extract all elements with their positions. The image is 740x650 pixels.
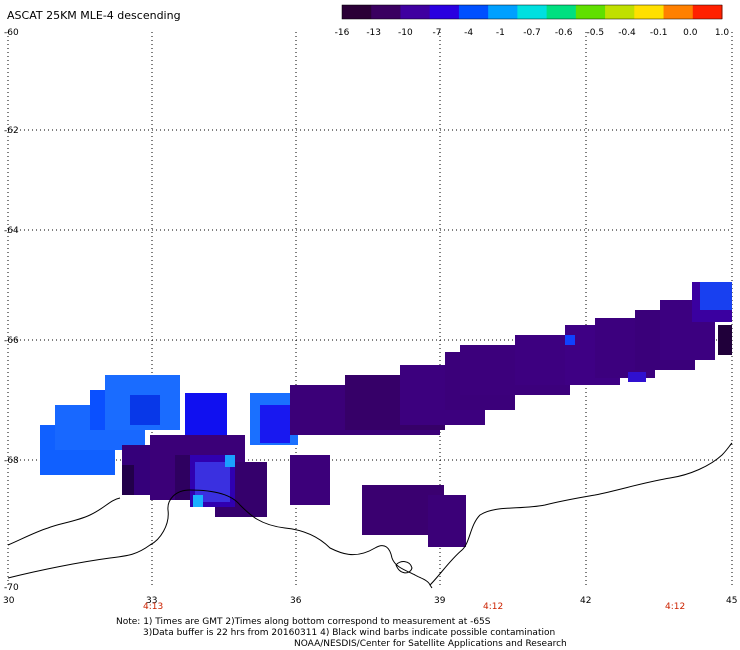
lon-label: 30 (3, 596, 15, 606)
colorbar-label: -16 (335, 28, 350, 38)
colorbar-label: 0.0 (683, 28, 698, 38)
colorbar-segment (546, 5, 577, 19)
colorbar-label: -0.7 (523, 28, 541, 38)
note-line-2: 3)Data buffer is 22 hrs from 20160311 4)… (143, 628, 556, 638)
lon-label: 33 (146, 596, 157, 606)
colorbar-segment (371, 5, 401, 19)
colorbar-label: 1.0 (715, 28, 730, 38)
note-line-3: NOAA/NESDIS/Center for Satellite Applica… (294, 639, 567, 649)
colorbar-segment (488, 5, 518, 19)
colorbar-segment (429, 5, 460, 19)
coastline-island (395, 561, 413, 574)
lat-labels: -60 -62 -64 -66 -68 -70 (4, 28, 19, 593)
colorbar-segment (575, 5, 606, 19)
colorbar-label: -10 (398, 28, 413, 38)
colorbar-label: -0.6 (555, 28, 573, 38)
colorbar-segment (692, 5, 723, 19)
colorbar-label: -1 (496, 28, 505, 38)
colorbar-segment (634, 5, 665, 19)
lat-label: -66 (4, 336, 19, 346)
lat-label: -62 (4, 126, 19, 136)
lon-label: 36 (290, 596, 302, 606)
colorbar-label: -13 (366, 28, 381, 38)
note-line-1: Note: 1) Times are GMT 2)Times along bot… (116, 617, 491, 627)
coastline-left (7, 497, 121, 546)
time-label: 4:12 (665, 602, 685, 612)
colorbar-segment (605, 5, 635, 19)
colorbar-label: -7 (433, 28, 442, 38)
colorbar-segment (400, 5, 431, 19)
colorbar-segment (663, 5, 694, 19)
colorbar-label: -4 (464, 28, 473, 38)
time-label: 4:13 (143, 602, 163, 612)
colorbar-frame (341, 4, 723, 20)
lat-label: -68 (4, 456, 19, 466)
colorbar-segment (342, 5, 372, 19)
wind-data-swath (40, 282, 732, 547)
colorbar: -16 -13 -10 -7 -4 -1 -0.7 -0.6 -0.5 -0.4 -0.1 0.0 1.… (335, 4, 730, 38)
lon-label: 45 (726, 596, 737, 606)
coastline (7, 442, 733, 589)
time-label: 4:12 (483, 602, 503, 612)
colorbar-segment (458, 5, 489, 19)
lat-label: -64 (4, 226, 19, 236)
colorbar-label: -0.1 (650, 28, 668, 38)
lon-label: 42 (580, 596, 591, 606)
colorbar-segment (517, 5, 548, 19)
lat-label: -70 (4, 583, 19, 593)
time-labels: 4:13 4:12 4:12 (143, 602, 685, 612)
lat-label: -60 (4, 28, 19, 38)
map-title: ASCAT 25KM MLE-4 descending (7, 9, 181, 22)
colorbar-label: -0.4 (618, 28, 636, 38)
colorbar-label: -0.5 (587, 28, 605, 38)
lon-labels: 30 33 36 39 42 45 (3, 596, 737, 606)
lon-label: 39 (434, 596, 446, 606)
